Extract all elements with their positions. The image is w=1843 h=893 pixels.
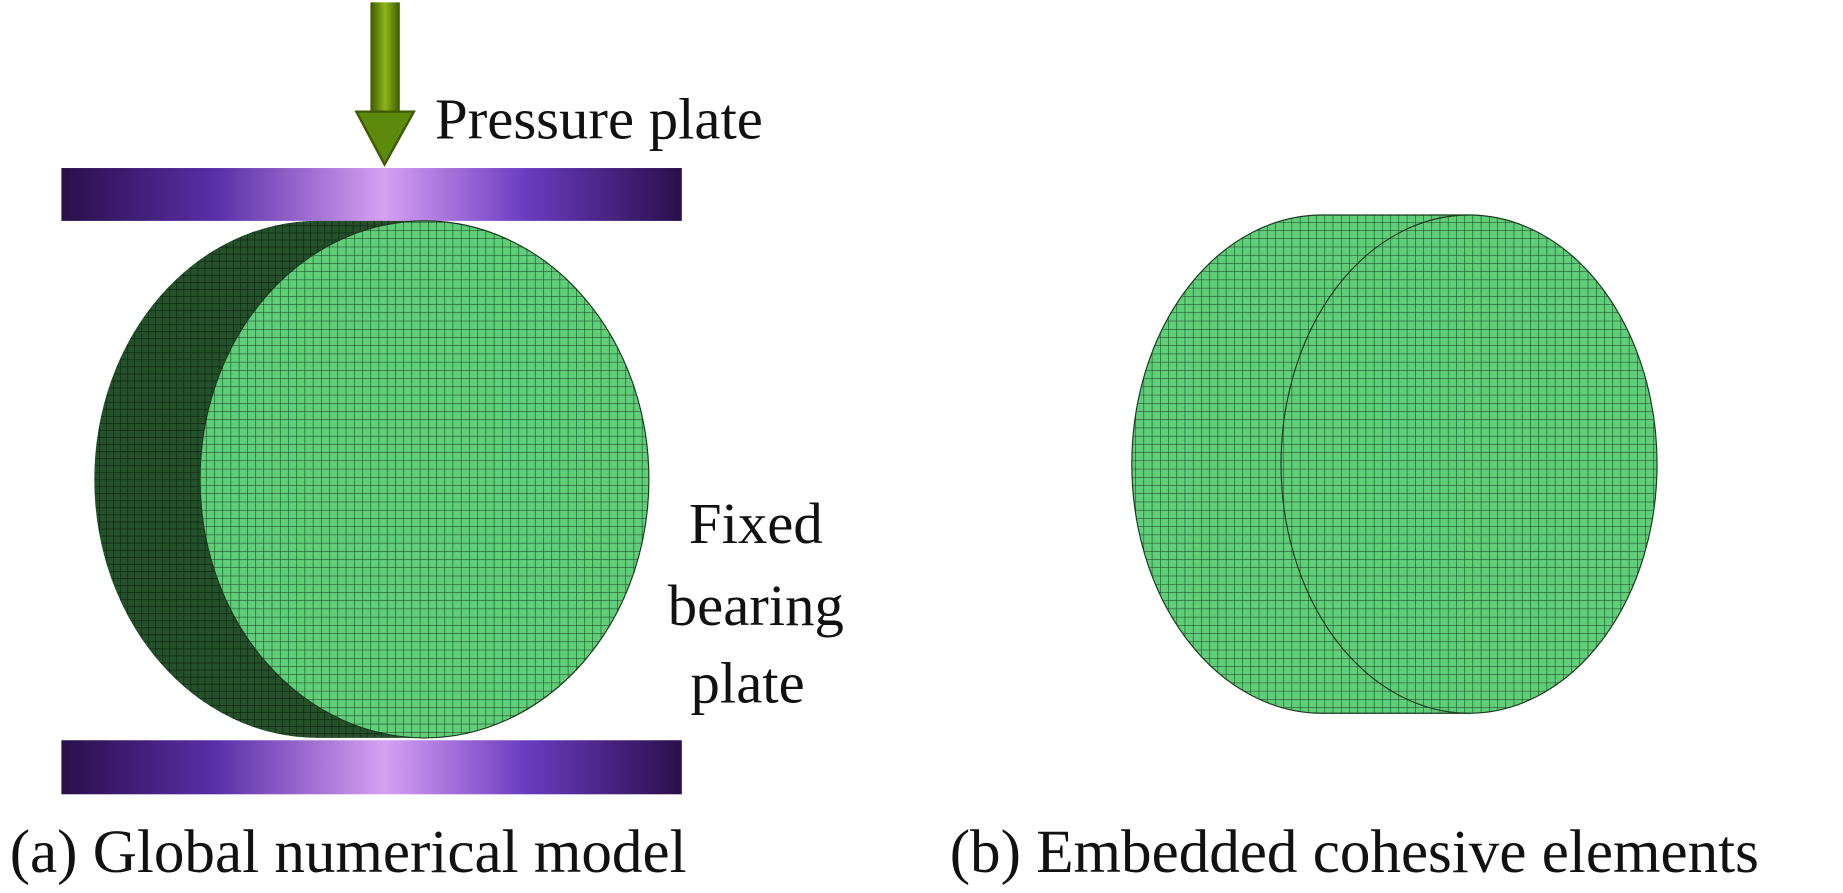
bearing-label: plate <box>691 651 805 716</box>
bearing-plate <box>61 740 682 795</box>
caption-a: (a) Global numerical model <box>10 819 687 886</box>
panel-a: Pressure plate Fixed bearing plate (a) G… <box>10 2 844 886</box>
pressure-plate-label: Pressure plate <box>435 87 763 152</box>
load-arrow <box>354 2 416 167</box>
bearing-label: bearing <box>668 573 844 638</box>
caption-b: (b) Embedded cohesive elements <box>950 819 1759 886</box>
specimen-a <box>94 220 650 739</box>
bearing-label: Fixed <box>689 491 823 556</box>
pressure-plate <box>61 168 682 221</box>
specimen-b <box>1131 214 1658 714</box>
panel-b: (b) Embedded cohesive elements <box>950 214 1759 886</box>
